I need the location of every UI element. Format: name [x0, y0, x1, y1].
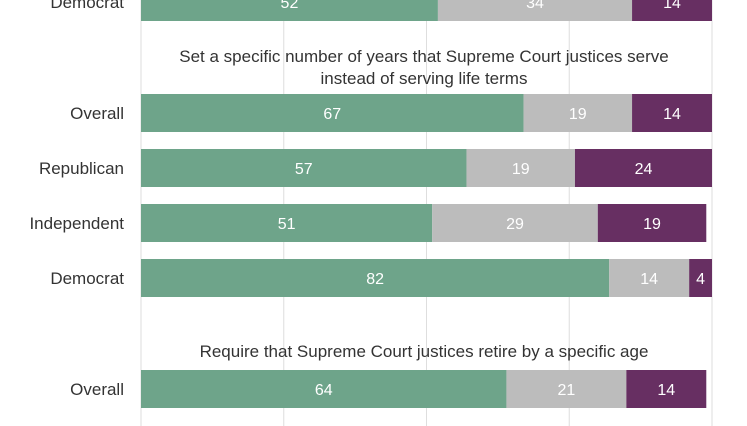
category-label: Democrat	[50, 269, 124, 288]
data-label: 19	[512, 161, 530, 178]
data-label: 34	[526, 0, 544, 12]
data-label: 19	[569, 106, 587, 123]
data-label: 14	[663, 106, 681, 123]
bar-segment	[141, 204, 433, 242]
bar-segment	[466, 149, 575, 187]
data-label: 82	[366, 271, 384, 288]
category-label: Republican	[39, 159, 124, 178]
labels-layer: Democrat 52 34 14 Set a specific number of y…	[29, 0, 705, 399]
data-label: 64	[315, 382, 333, 399]
category-label: Overall	[70, 104, 124, 123]
category-label: Overall	[70, 380, 124, 399]
bar-segment	[432, 204, 598, 242]
data-label: 4	[696, 271, 705, 288]
data-label: 29	[506, 216, 524, 233]
bar-segment	[597, 204, 707, 242]
bars-layer	[141, 0, 712, 408]
section-title: Require that Supreme Court justices reti…	[200, 342, 649, 361]
data-label: 67	[323, 106, 341, 123]
bar-segment	[141, 259, 610, 297]
bar-segment	[689, 259, 712, 297]
section-title: Set a specific number of years that Supr…	[179, 47, 668, 66]
bar-segment	[141, 149, 467, 187]
bar-segment	[523, 94, 633, 132]
section-title: instead of serving life terms	[321, 69, 528, 88]
category-label: Democrat	[50, 0, 124, 12]
bar-segment	[141, 370, 507, 408]
bar-segment	[437, 0, 633, 21]
bar-segment	[626, 370, 707, 408]
category-label: Independent	[29, 214, 124, 233]
bar-segment	[141, 0, 438, 21]
data-label: 14	[663, 0, 681, 12]
data-label: 24	[635, 161, 653, 178]
bar-segment	[506, 370, 627, 408]
bar-segment	[632, 0, 712, 21]
bar-segment	[632, 94, 712, 132]
data-label: 51	[278, 216, 296, 233]
data-label: 14	[640, 271, 658, 288]
data-label: 21	[557, 382, 575, 399]
data-label: 52	[281, 0, 299, 12]
bar-segment	[574, 149, 712, 187]
data-label: 19	[643, 216, 661, 233]
bar-segment	[609, 259, 690, 297]
bar-segment	[141, 94, 524, 132]
data-label: 57	[295, 161, 313, 178]
data-label: 14	[657, 382, 675, 399]
